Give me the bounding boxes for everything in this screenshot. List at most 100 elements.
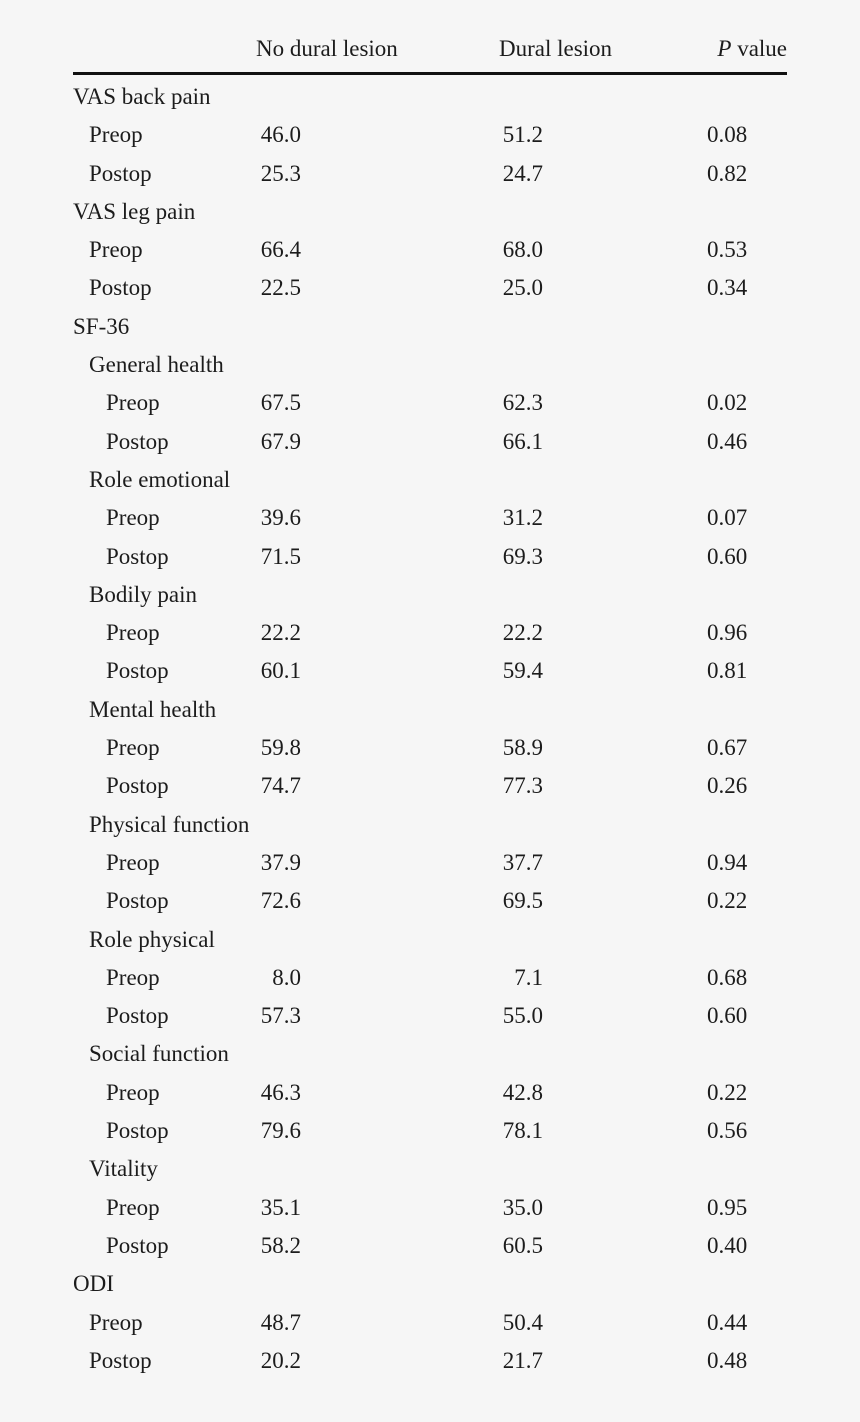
row-label: Preop: [89, 1309, 143, 1335]
cell-dural-lesion: 66.1: [502, 428, 543, 454]
table-row: Physical function: [73, 806, 787, 844]
row-label: Vitality: [89, 1156, 158, 1182]
row-label: Role emotional: [89, 466, 231, 492]
cell-dural-lesion: 22.2: [502, 620, 543, 646]
table-row: Postop 25.3 24.7 0.82: [73, 155, 787, 193]
cell-p-value: 0.95: [707, 1194, 748, 1220]
cell-dural-lesion: 51.2: [502, 122, 543, 148]
cell-dural-lesion: 25.0: [502, 275, 543, 301]
row-label: Preop: [89, 122, 143, 148]
table-row: Vitality: [73, 1150, 787, 1188]
row-label: Postop: [106, 773, 169, 799]
cell-p-value: 0.53: [707, 237, 748, 263]
table-row: Postop 57.3 55.0 0.60: [73, 997, 787, 1035]
table-row: Preop 59.8 58.9 0.67: [73, 729, 787, 767]
row-label: Preop: [106, 390, 160, 416]
cell-dural-lesion: 24.7: [502, 160, 543, 186]
table-row: Postop 79.6 78.1 0.56: [73, 1112, 787, 1150]
cell-dural-lesion: 7.1: [514, 964, 543, 990]
table-row: Mental health: [73, 691, 787, 729]
header-dural-lesion: Dural lesion: [499, 36, 613, 61]
row-label: Mental health: [89, 696, 217, 722]
cell-dural-lesion: 35.0: [502, 1194, 543, 1220]
cell-dural-lesion: 55.0: [502, 1003, 543, 1029]
cell-no-dural-lesion: 58.2: [260, 1232, 301, 1258]
row-label: Postop: [106, 658, 169, 684]
cell-dural-lesion: 78.1: [502, 1118, 543, 1144]
table-row: VAS back pain: [73, 78, 787, 116]
table-row: Preop 22.2 22.2 0.96: [73, 614, 787, 652]
table-row: Postop 60.1 59.4 0.81: [73, 652, 787, 690]
cell-no-dural-lesion: 74.7: [260, 773, 301, 799]
cell-no-dural-lesion: 46.0: [260, 122, 301, 148]
cell-no-dural-lesion: 66.4: [260, 237, 301, 263]
cell-p-value: 0.22: [707, 888, 748, 914]
cell-dural-lesion: 60.5: [502, 1232, 543, 1258]
row-label: Preop: [106, 735, 160, 761]
header-p-value: P value: [717, 36, 787, 62]
table-row: Preop 66.4 68.0 0.53: [73, 231, 787, 269]
cell-dural-lesion: 21.7: [502, 1347, 543, 1373]
table-row: Preop 35.1 35.0 0.95: [73, 1189, 787, 1227]
cell-no-dural-lesion: 71.5: [260, 543, 301, 569]
cell-dural-lesion: 59.4: [502, 658, 543, 684]
cell-dural-lesion: 50.4: [502, 1309, 543, 1335]
table-row: Preop 46.3 42.8 0.22: [73, 1074, 787, 1112]
row-label: Social function: [89, 1041, 229, 1067]
cell-no-dural-lesion: 25.3: [260, 160, 301, 186]
row-label: VAS back pain: [73, 84, 211, 109]
table-row: General health: [73, 346, 787, 384]
cell-dural-lesion: 69.5: [502, 888, 543, 914]
row-label: Postop: [106, 1232, 169, 1258]
cell-no-dural-lesion: 67.5: [260, 390, 301, 416]
table-row: Postop 58.2 60.5 0.40: [73, 1227, 787, 1265]
cell-dural-lesion: 68.0: [502, 237, 543, 263]
table-row: Preop 37.9 37.7 0.94: [73, 844, 787, 882]
row-label: Postop: [106, 888, 169, 914]
cell-no-dural-lesion: 20.2: [260, 1347, 301, 1373]
table-row: Preop 46.0 51.2 0.08: [73, 116, 787, 154]
table-header: No dural lesion Dural lesion P value: [73, 28, 787, 72]
cell-no-dural-lesion: 22.2: [260, 620, 301, 646]
table-row: Postop 74.7 77.3 0.26: [73, 767, 787, 805]
cell-p-value: 0.40: [707, 1232, 748, 1258]
row-label: Preop: [106, 505, 160, 531]
header-p-symbol: P: [717, 36, 732, 61]
table-row: Bodily pain: [73, 576, 787, 614]
table-row: Postop 20.2 21.7 0.48: [73, 1342, 787, 1380]
data-table: No dural lesion Dural lesion P value VAS…: [73, 28, 787, 1380]
row-label: Preop: [106, 964, 160, 990]
row-label: Role physical: [89, 926, 215, 952]
row-label: Preop: [106, 1079, 160, 1105]
row-label: SF-36: [73, 313, 130, 339]
header-rule: [73, 72, 787, 75]
row-label: Preop: [89, 237, 143, 263]
cell-p-value: 0.07: [707, 505, 748, 531]
cell-p-value: 0.02: [707, 390, 748, 416]
cell-no-dural-lesion: 22.5: [260, 275, 301, 301]
cell-p-value: 0.34: [707, 275, 748, 301]
cell-p-value: 0.96: [707, 620, 748, 646]
cell-no-dural-lesion: 57.3: [260, 1003, 301, 1029]
row-label: Preop: [106, 620, 160, 646]
row-label: Bodily pain: [89, 581, 197, 607]
cell-dural-lesion: 62.3: [502, 390, 543, 416]
cell-p-value: 0.60: [707, 1003, 748, 1029]
table-row: Role physical: [73, 921, 787, 959]
table-row: Preop 48.7 50.4 0.44: [73, 1304, 787, 1342]
cell-no-dural-lesion: 60.1: [260, 658, 301, 684]
table-row: Social function: [73, 1035, 787, 1073]
row-label: Preop: [106, 1194, 160, 1220]
cell-no-dural-lesion: 67.9: [260, 428, 301, 454]
table-row: Preop 39.6 31.2 0.07: [73, 499, 787, 537]
cell-dural-lesion: 69.3: [502, 543, 543, 569]
cell-no-dural-lesion: 79.6: [260, 1118, 301, 1144]
cell-p-value: 0.56: [707, 1118, 748, 1144]
row-label: Postop: [106, 1118, 169, 1144]
cell-no-dural-lesion: 46.3: [260, 1079, 301, 1105]
cell-no-dural-lesion: 48.7: [260, 1309, 301, 1335]
row-label: ODI: [73, 1271, 114, 1297]
cell-p-value: 0.46: [707, 428, 748, 454]
row-label: Postop: [89, 160, 152, 186]
cell-p-value: 0.82: [707, 160, 748, 186]
